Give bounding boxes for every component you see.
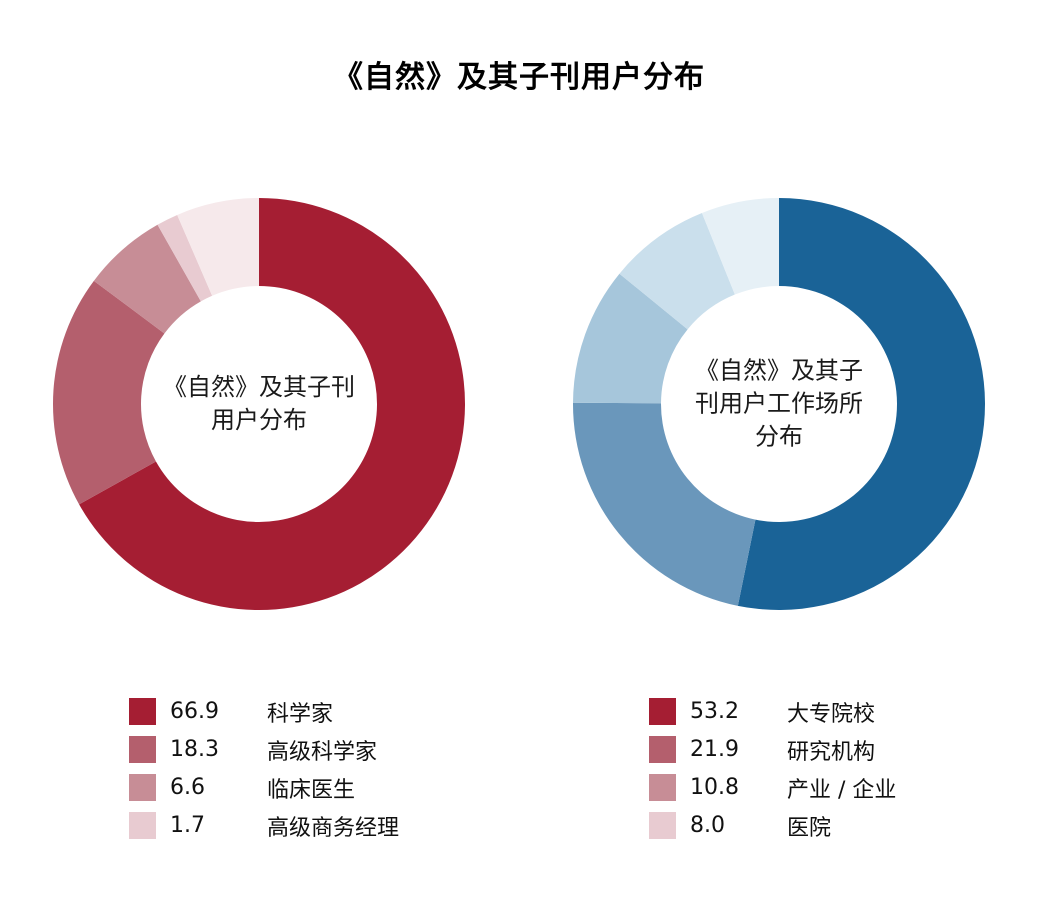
legend-row: 6.6 临床医生 [129,774,467,803]
legend-swatch [129,736,156,763]
legend-row: 8.0 医院 [649,812,987,841]
legend-swatch [129,812,156,839]
donut-segment [573,273,688,404]
legend-swatch [649,698,676,725]
donut-segment [177,198,259,296]
legend-swatch [129,774,156,801]
donut-segment [157,214,213,302]
legend-swatch [649,774,676,801]
donut-center-label-line: 刊用户工作场所 [695,389,863,418]
legend-value: 18.3 [170,737,219,762]
legend-swatch [129,698,156,725]
legend-label: 科学家 [267,701,334,727]
donut-segment [53,280,165,505]
donut-segment [79,198,465,610]
donut-workplace-svg [573,198,986,610]
legend-label: 医院 [787,815,832,841]
legend-value: 53.2 [690,699,739,724]
donut-center-label-line: 《自然》及其子 [695,356,863,385]
donut-segment [93,224,201,334]
donut-center-label-line: 《自然》及其子刊 [163,373,355,401]
donut-chart-users: 《自然》及其子刊 用户分布 66.9 科学家 18.3 高级科学家 6.6 临床医生 1.7 高… [51,196,467,850]
donut-segment [573,402,756,606]
legend-label: 产业 / 企业 [787,777,897,803]
legend-row: 53.2 大专院校 [649,698,987,727]
legend-users: 66.9 科学家 18.3 高级科学家 6.6 临床医生 1.7 高级商务经理 [51,698,467,841]
legend-value: 1.7 [170,813,205,838]
legend-row: 66.9 科学家 [129,698,467,727]
legend-value: 10.8 [690,775,739,800]
legend-value: 66.9 [170,699,219,724]
legend-label: 高级科学家 [267,739,378,765]
donut-center-label-workplace: 《自然》及其子 刊用户工作场所 分布 [664,355,894,454]
charts-row: 《自然》及其子刊 用户分布 66.9 科学家 18.3 高级科学家 6.6 临床医生 1.7 高… [0,196,1038,850]
legend-swatch [649,812,676,839]
donut-segment [737,198,986,610]
donut-center-label-line: 用户分布 [211,406,307,434]
legend-value: 6.6 [170,775,205,800]
donut-chart-workplace: 《自然》及其子 刊用户工作场所 分布 53.2 大专院校 21.9 研究机构 10.8 产业 … [571,196,987,850]
legend-label: 高级商务经理 [267,815,400,841]
legend-label: 研究机构 [787,739,876,765]
donut-workplace: 《自然》及其子 刊用户工作场所 分布 [571,196,987,612]
legend-value: 21.9 [690,737,739,762]
donut-users-svg [53,198,465,610]
legend-row: 10.8 产业 / 企业 [649,774,987,803]
legend-workplace: 53.2 大专院校 21.9 研究机构 10.8 产业 / 企业 8.0 医院 [571,698,987,841]
donut-center-label-line: 分布 [755,422,803,451]
donut-segment [701,198,779,295]
legend-value: 8.0 [690,813,725,838]
page-title: 《自然》及其子刊用户分布 [333,60,705,95]
legend-swatch [649,736,676,763]
donut-users: 《自然》及其子刊 用户分布 [51,196,467,612]
donut-center-label-users: 《自然》及其子刊 用户分布 [144,371,374,437]
legend-row: 18.3 高级科学家 [129,736,467,765]
donut-segment [619,212,735,330]
legend-row: 1.7 高级商务经理 [129,812,467,841]
legend-row: 21.9 研究机构 [649,736,987,765]
legend-label: 临床医生 [267,777,356,803]
legend-label: 大专院校 [787,701,876,727]
